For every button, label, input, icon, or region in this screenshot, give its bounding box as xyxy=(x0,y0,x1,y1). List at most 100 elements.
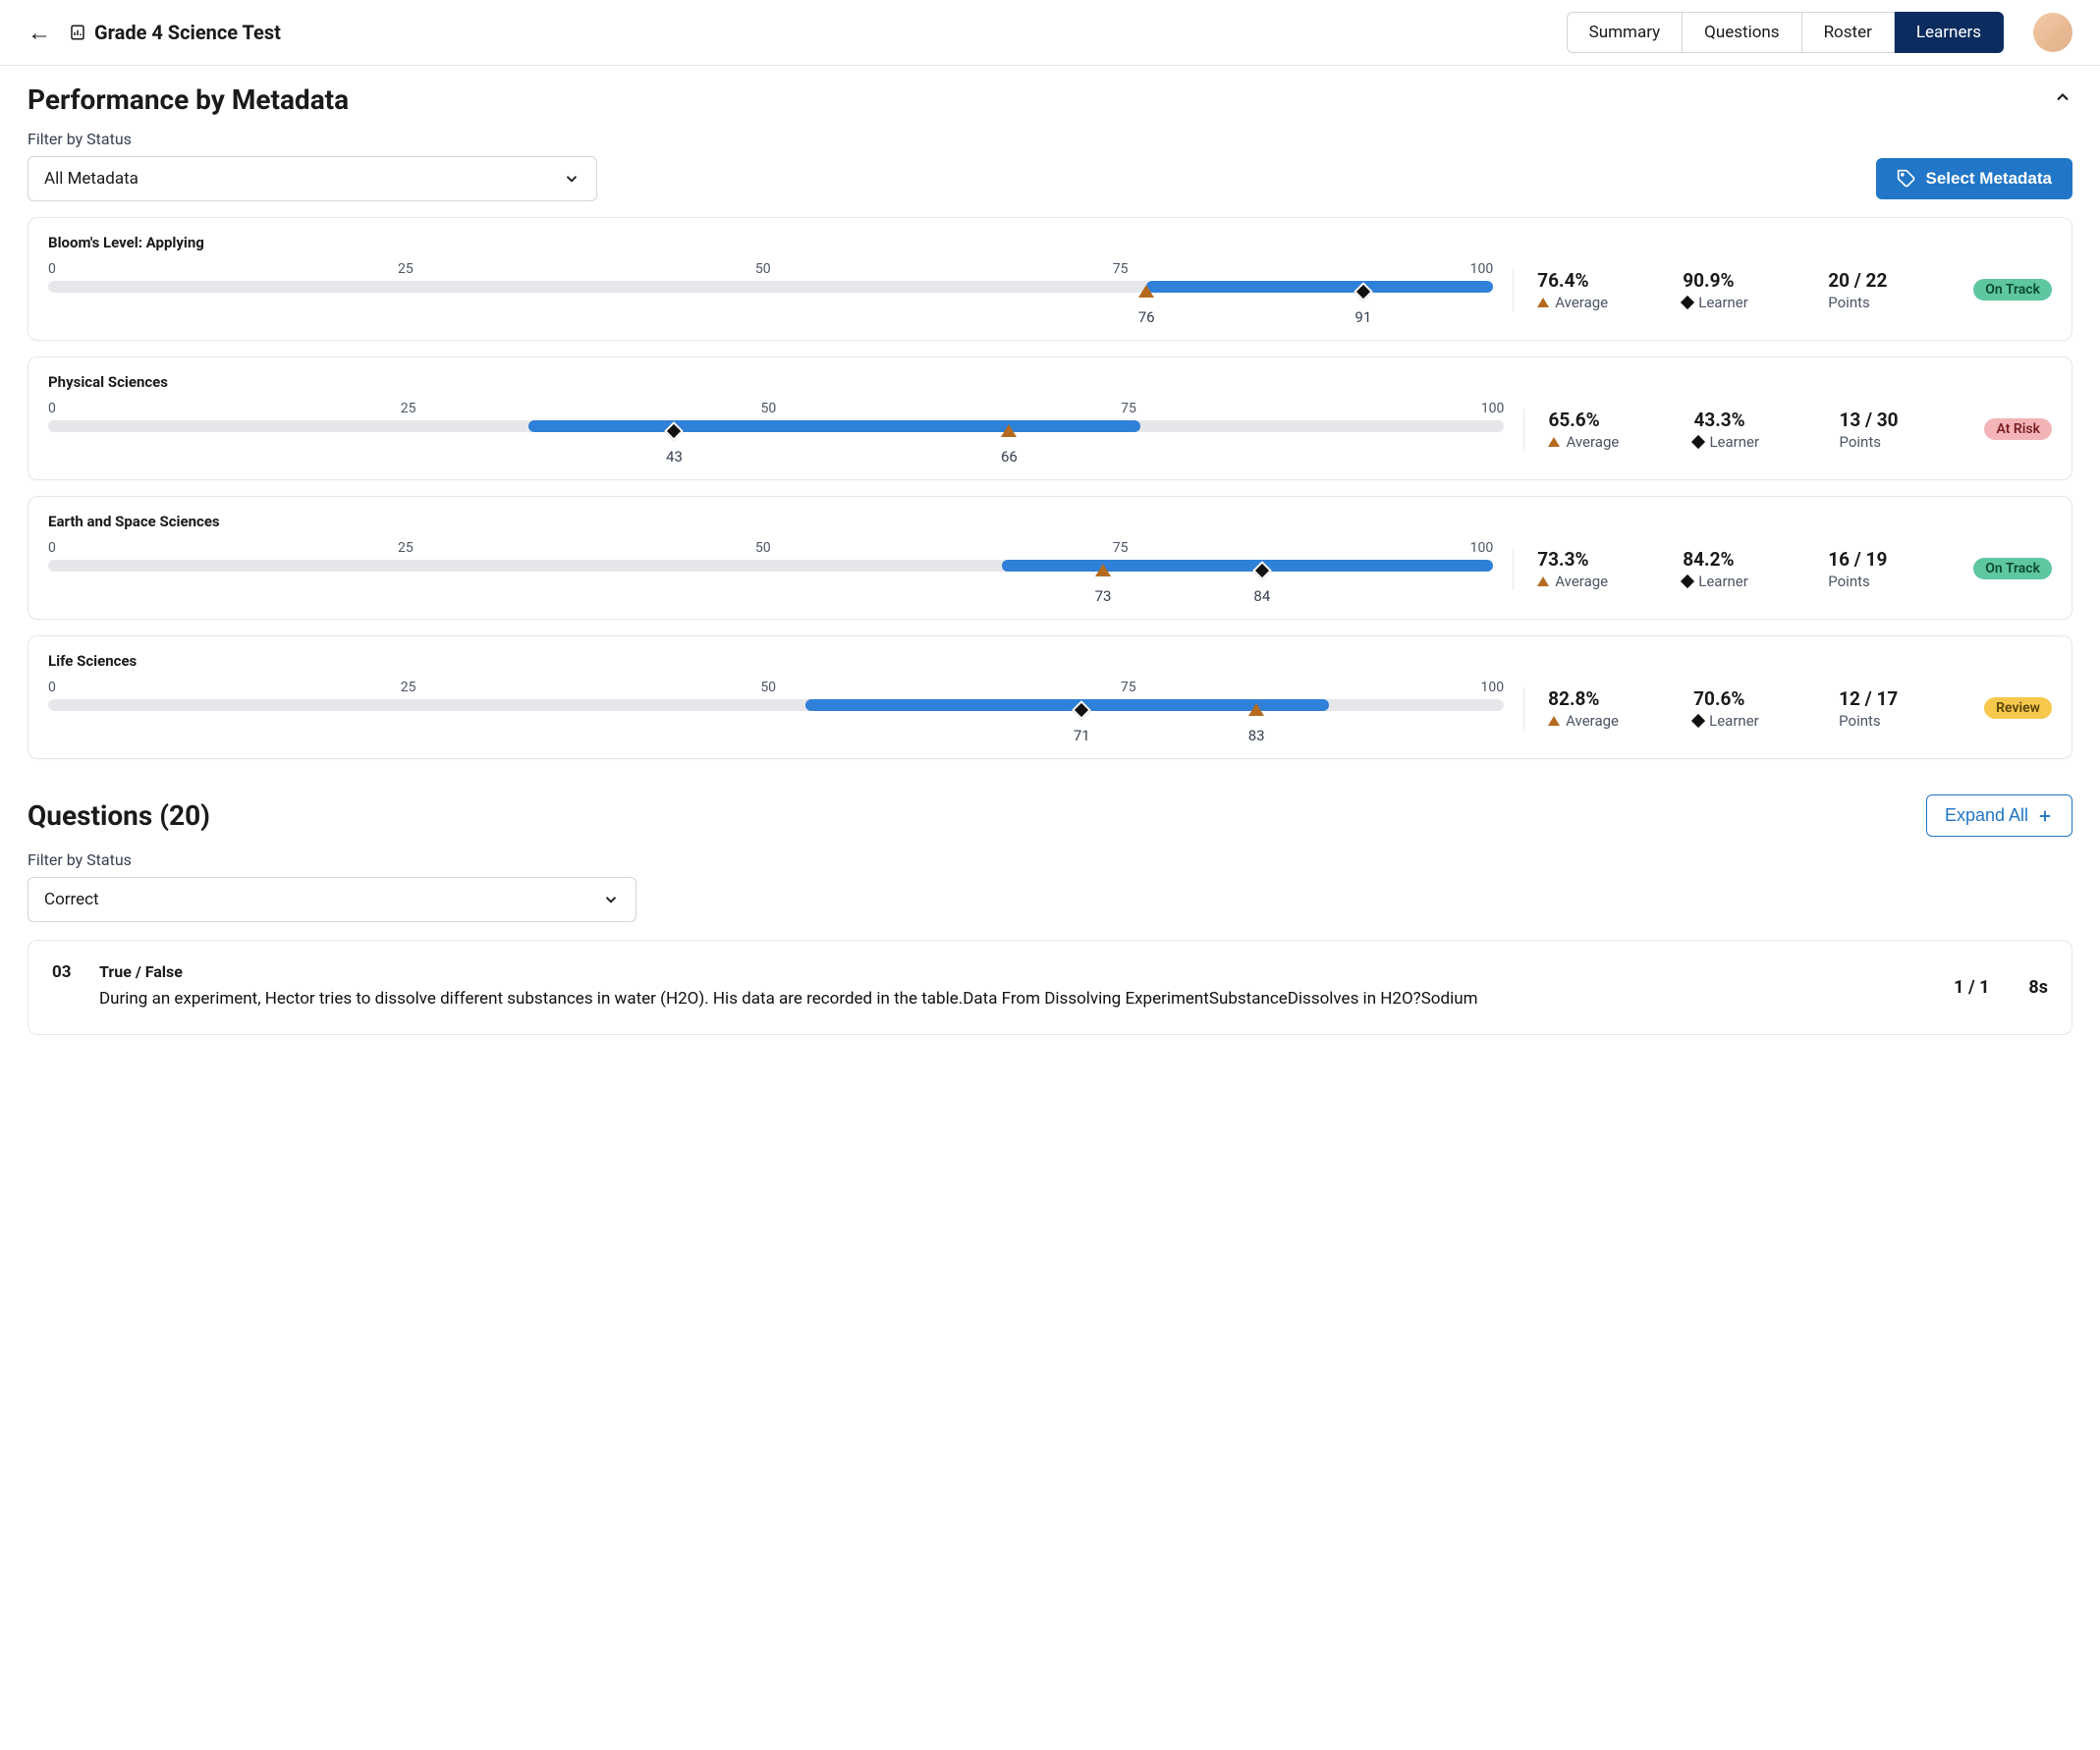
axis-tick: 75 xyxy=(1121,401,1136,416)
average-marker-label: 73 xyxy=(1095,587,1112,605)
expand-all-button[interactable]: Expand All xyxy=(1926,794,2072,837)
average-pct: 82.8% xyxy=(1548,687,1646,710)
axis-tick: 75 xyxy=(1113,540,1129,556)
points-stat: 16 / 19 Points xyxy=(1828,548,1926,590)
triangle-icon xyxy=(1537,576,1549,586)
diamond-icon xyxy=(1681,574,1694,587)
card-title: Earth and Space Sciences xyxy=(48,513,2052,530)
points-label: Points xyxy=(1839,712,1881,730)
average-stat: 73.3% Average xyxy=(1537,548,1635,590)
learner-stat: 43.3% Learner xyxy=(1693,409,1792,451)
triangle-icon xyxy=(1537,298,1549,307)
points-value: 12 / 17 xyxy=(1839,687,1937,710)
diamond-icon xyxy=(1691,713,1705,727)
status-badge: On Track xyxy=(1973,558,2052,579)
title-text: Grade 4 Science Test xyxy=(94,21,281,44)
avatar[interactable] xyxy=(2033,13,2072,52)
metadata-section-header: Performance by Metadata xyxy=(28,83,2072,116)
chevron-down-icon xyxy=(563,170,580,188)
axis-tick: 0 xyxy=(48,261,56,277)
learner-marker: 71 xyxy=(1075,703,1088,717)
learner-marker-label: 71 xyxy=(1074,727,1090,744)
chart-track: 76 91 xyxy=(48,281,1493,293)
status-badge: On Track xyxy=(1973,279,2052,301)
average-pct: 76.4% xyxy=(1537,269,1635,292)
points-stat: 12 / 17 Points xyxy=(1839,687,1937,730)
axis-tick: 25 xyxy=(398,540,414,556)
points-value: 20 / 22 xyxy=(1828,269,1926,292)
average-marker: 66 xyxy=(1001,424,1017,437)
axis-tick: 100 xyxy=(1470,540,1494,556)
metadata-card: Life Sciences 0 25 50 75 100 83 71 xyxy=(28,635,2072,759)
chart-fill xyxy=(1002,560,1493,572)
points-label: Points xyxy=(1828,573,1870,590)
tab-roster[interactable]: Roster xyxy=(1802,12,1895,53)
average-marker: 83 xyxy=(1248,703,1264,716)
learner-marker-label: 84 xyxy=(1253,587,1270,605)
header-tabs: SummaryQuestionsRosterLearners xyxy=(1567,12,2004,53)
tab-learners[interactable]: Learners xyxy=(1895,12,2004,53)
filter-value: All Metadata xyxy=(44,169,138,189)
average-stat: 65.6% Average xyxy=(1548,409,1646,451)
axis-tick: 75 xyxy=(1121,680,1136,695)
points-stat: 13 / 30 Points xyxy=(1839,409,1937,451)
points-label: Points xyxy=(1839,433,1881,451)
question-text: During an experiment, Hector tries to di… xyxy=(99,987,1936,1012)
select-metadata-label: Select Metadata xyxy=(1926,169,2053,189)
metadata-card: Physical Sciences 0255075100 66 xyxy=(28,356,2072,480)
back-button[interactable]: ← xyxy=(28,19,51,47)
questions-filter-select[interactable]: Correct xyxy=(28,877,636,922)
page-title: Grade 4 Science Test xyxy=(69,21,281,44)
chart-fill xyxy=(528,420,1140,432)
top-bar: ← Grade 4 Science Test SummaryQuestionsR… xyxy=(0,0,2100,66)
learner-stat: 84.2% Learner xyxy=(1683,548,1781,590)
chart-track: 66 43 xyxy=(48,420,1504,432)
average-pct: 73.3% xyxy=(1537,548,1635,571)
metadata-filter-select[interactable]: All Metadata xyxy=(28,156,597,201)
average-stat: 76.4% Average xyxy=(1537,269,1635,311)
average-marker-label: 76 xyxy=(1138,308,1155,326)
chart-axis: 0 25 50 75 100 xyxy=(48,680,1504,695)
average-label: Average xyxy=(1555,294,1608,311)
learner-marker-label: 91 xyxy=(1354,308,1371,326)
points-label: Points xyxy=(1828,294,1870,311)
points-value: 16 / 19 xyxy=(1828,548,1926,571)
learner-label: Learner xyxy=(1709,433,1759,451)
select-metadata-button[interactable]: Select Metadata xyxy=(1876,158,2073,199)
questions-title: Questions (20) xyxy=(28,799,210,832)
plus-icon xyxy=(2036,807,2054,825)
metadata-card: Earth and Space Sciences 0255075100 73 xyxy=(28,496,2072,620)
average-label: Average xyxy=(1566,712,1619,730)
chart-axis: 0255075100 xyxy=(48,540,1493,556)
axis-tick: 75 xyxy=(1113,261,1129,277)
learner-label: Learner xyxy=(1698,573,1748,590)
expand-all-label: Expand All xyxy=(1945,805,2028,826)
axis-tick: 100 xyxy=(1481,680,1505,695)
card-title: Life Sciences xyxy=(48,652,2052,670)
diamond-icon xyxy=(1691,434,1705,448)
question-number: 03 xyxy=(52,962,82,1012)
learner-marker: 43 xyxy=(667,424,681,438)
card-title: Bloom's Level: Applying xyxy=(48,234,2052,251)
axis-tick: 50 xyxy=(760,680,776,695)
axis-tick: 0 xyxy=(48,680,56,695)
question-card[interactable]: 03 True / False During an experiment, He… xyxy=(28,940,2072,1035)
triangle-icon xyxy=(1548,716,1560,726)
collapse-toggle[interactable] xyxy=(2053,87,2072,112)
average-pct: 65.6% xyxy=(1548,409,1646,431)
axis-tick: 25 xyxy=(401,680,416,695)
tab-summary[interactable]: Summary xyxy=(1567,12,1683,53)
questions-section-header: Questions (20) Expand All xyxy=(28,794,2072,837)
points-stat: 20 / 22 Points xyxy=(1828,269,1926,311)
tag-icon xyxy=(1897,169,1916,189)
learner-pct: 43.3% xyxy=(1693,409,1792,431)
tab-questions[interactable]: Questions xyxy=(1683,12,1801,53)
question-time: 8s xyxy=(2028,977,2048,998)
filter-label: Filter by Status xyxy=(28,130,2072,148)
report-icon xyxy=(69,24,86,41)
average-label: Average xyxy=(1555,573,1608,590)
chart-fill xyxy=(1146,281,1493,293)
learner-marker-label: 43 xyxy=(666,448,683,465)
card-title: Physical Sciences xyxy=(48,373,2052,391)
chart-track: 73 84 xyxy=(48,560,1493,572)
